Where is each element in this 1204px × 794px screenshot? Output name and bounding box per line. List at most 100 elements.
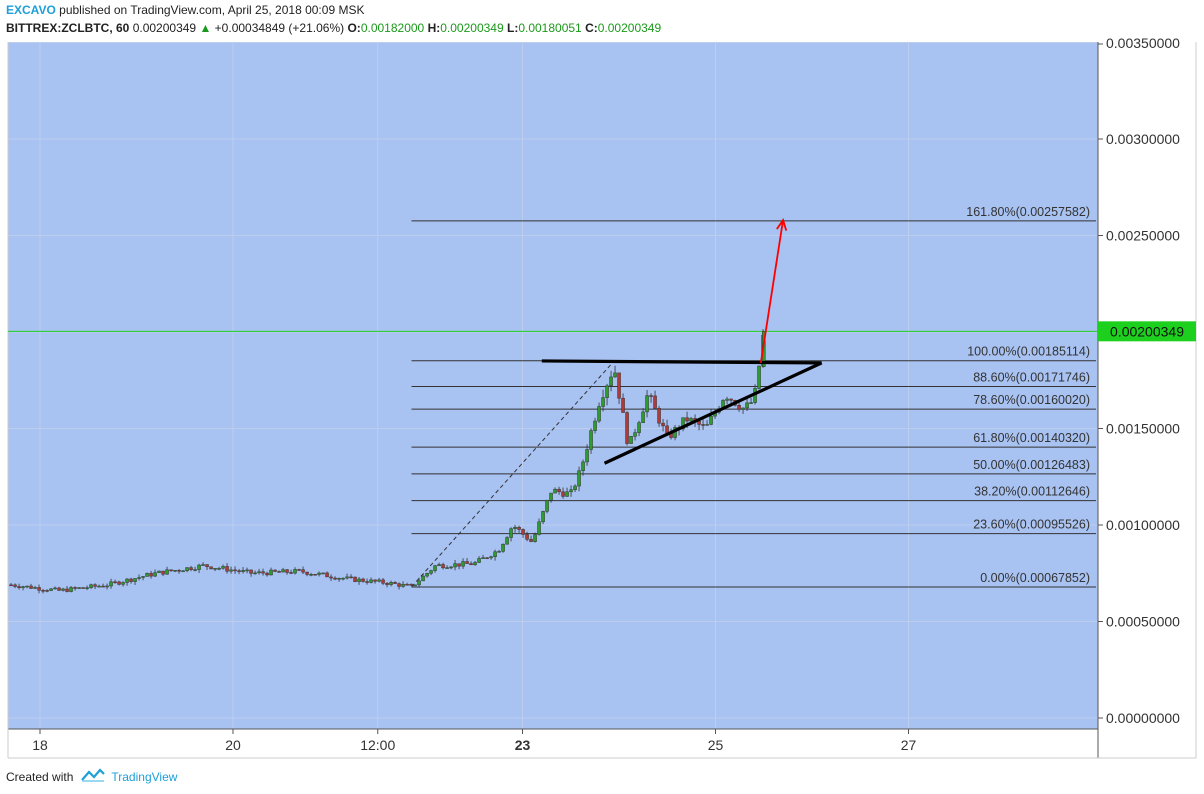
- candle-body: [97, 585, 101, 588]
- y-tick-label: 0.00100000: [1106, 517, 1180, 533]
- candle-body: [569, 489, 573, 493]
- plot-background: [8, 42, 1098, 729]
- x-tick-label: 25: [708, 737, 724, 753]
- candle-body: [429, 570, 433, 574]
- candle-body: [325, 572, 329, 578]
- candle-body: [265, 572, 269, 576]
- candle-body: [653, 395, 657, 409]
- candle-body: [241, 570, 245, 572]
- candle-body: [529, 539, 533, 542]
- candle-body: [229, 569, 233, 572]
- candle-body: [425, 573, 429, 577]
- target-arrow-head: [776, 218, 788, 231]
- candle-body: [349, 576, 353, 579]
- x-tick-label: 27: [901, 737, 917, 753]
- author-link[interactable]: EXCAVO: [6, 3, 56, 17]
- candle-body: [545, 499, 549, 512]
- candle-body: [657, 408, 661, 424]
- candle-body: [601, 397, 605, 407]
- candle-body: [637, 422, 641, 433]
- candle-body: [741, 407, 745, 410]
- candle-body: [617, 372, 621, 399]
- candle-body: [133, 578, 137, 582]
- tradingview-brand-link[interactable]: TradingView: [111, 769, 178, 784]
- candle-body: [109, 581, 113, 587]
- candle-body: [273, 569, 277, 572]
- candle-body: [81, 587, 85, 589]
- candle-body: [237, 570, 241, 572]
- candle-body: [13, 584, 17, 587]
- candle-body: [113, 581, 117, 584]
- publish-header: EXCAVO published on TradingView.com, Apr…: [6, 3, 364, 17]
- candle-body: [405, 583, 409, 586]
- candle-body: [57, 587, 61, 591]
- candle-body: [485, 557, 489, 559]
- candle-body: [193, 569, 197, 571]
- candle-body: [37, 587, 41, 591]
- y-tick-label: 0.00150000: [1106, 421, 1180, 437]
- candle-body: [649, 395, 653, 397]
- candle-body: [361, 578, 365, 582]
- candle-body: [213, 568, 217, 570]
- candle-body: [581, 461, 585, 471]
- candle-body: [377, 579, 381, 582]
- candle-body: [173, 569, 177, 572]
- candle-body: [9, 584, 13, 587]
- candle-body: [509, 528, 513, 538]
- candle-body: [641, 411, 645, 423]
- candle-body: [737, 405, 741, 410]
- candle-body: [161, 570, 165, 575]
- candle-body: [329, 576, 333, 579]
- candle-body: [321, 572, 325, 575]
- symbol-label: BITTREX:ZCLBTC, 60: [6, 21, 130, 35]
- y-tick-label: 0.00050000: [1106, 614, 1180, 630]
- fib-dashed-guide: [411, 360, 615, 588]
- tradingview-logo-icon[interactable]: [81, 768, 106, 785]
- candle-body: [389, 582, 393, 585]
- candle-body: [205, 564, 209, 568]
- candle-body: [149, 573, 153, 577]
- candle-body: [665, 425, 669, 434]
- fib-level-label: 50.00%(0.00126483): [973, 458, 1090, 472]
- open-value: 0.00182000: [360, 21, 425, 35]
- fib-level-label: 161.80%(0.00257582): [966, 205, 1090, 219]
- candle-body: [517, 526, 521, 530]
- candle-body: [337, 577, 341, 580]
- candle-body: [357, 578, 361, 582]
- candle-body: [217, 567, 221, 570]
- candle-body: [537, 521, 541, 535]
- candle-body: [369, 579, 373, 583]
- candle-body: [365, 581, 369, 583]
- fib-level-label: 61.80%(0.00140320): [973, 431, 1090, 445]
- candle-body: [489, 556, 493, 559]
- candle-body: [685, 417, 689, 422]
- low-label: L:: [506, 21, 519, 35]
- candle-body: [613, 372, 617, 378]
- open-label: O:: [347, 21, 361, 35]
- candle-body: [689, 418, 693, 422]
- candle-body: [117, 581, 121, 585]
- candle-body: [373, 579, 377, 582]
- candle-body: [413, 584, 417, 587]
- candle-body: [65, 588, 69, 592]
- target-arrow: [759, 219, 784, 364]
- candle-body: [593, 420, 597, 431]
- candle-body: [281, 569, 285, 573]
- ohlc-header: BITTREX:ZCLBTC, 60 0.00200349 ▲ +0.00034…: [6, 21, 661, 35]
- candle-body: [557, 488, 561, 493]
- candle-body: [661, 422, 665, 427]
- candle-body: [269, 569, 273, 576]
- created-with-text: Created with: [6, 769, 74, 784]
- candle-body: [25, 585, 29, 588]
- candle-body: [393, 582, 397, 584]
- candle-body: [73, 587, 77, 589]
- candle-body: [233, 569, 237, 572]
- candle-body: [153, 572, 157, 577]
- candle-body: [385, 582, 389, 585]
- candle-body: [745, 402, 749, 409]
- candle-body: [565, 491, 569, 497]
- triangle-up-icon: ▲: [199, 21, 212, 35]
- candle-body: [401, 583, 405, 587]
- candle-body: [145, 573, 149, 577]
